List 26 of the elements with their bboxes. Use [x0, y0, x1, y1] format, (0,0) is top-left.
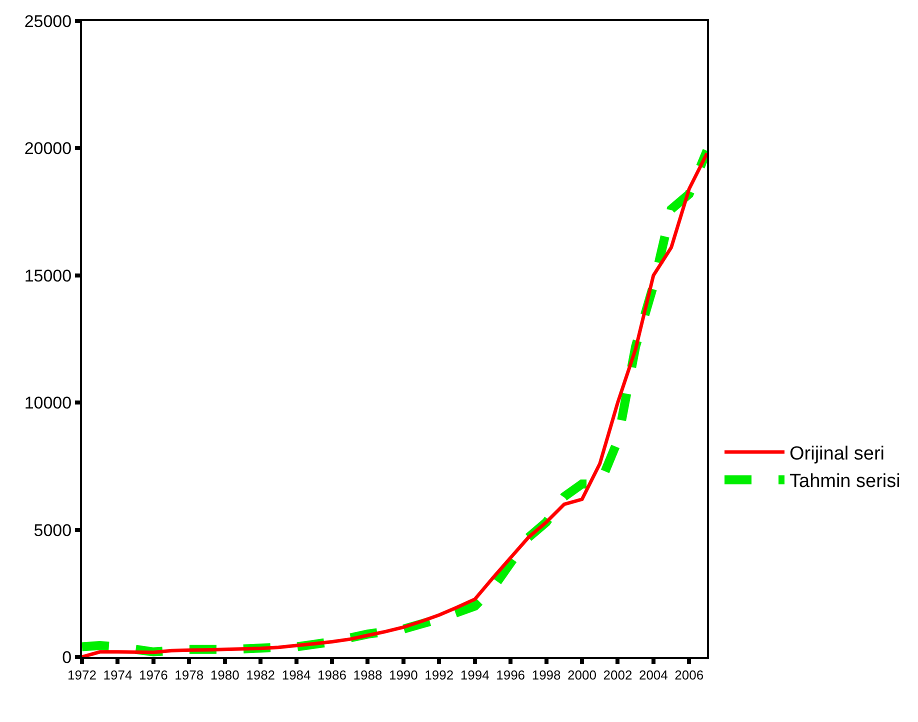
- x-tick-label: 1988: [353, 668, 382, 683]
- y-tick-label: 15000: [24, 266, 72, 286]
- x-tick-label: 1972: [68, 668, 96, 683]
- x-tick-label: 2002: [603, 668, 632, 683]
- x-tick-label: 1974: [103, 668, 132, 683]
- x-tick-label: 1996: [496, 668, 526, 683]
- legend-label: Tahmin serisi: [790, 471, 900, 492]
- x-tick-label: 1980: [210, 668, 240, 683]
- x-tick-label: 1994: [460, 668, 490, 683]
- x-tick-label: 1984: [282, 668, 311, 683]
- y-tick-label: 20000: [24, 139, 72, 158]
- x-tick-label: 2004: [638, 668, 668, 683]
- x-tick-label: 1978: [174, 668, 204, 683]
- y-tick-label: 10000: [24, 394, 72, 413]
- x-tick-label: 1998: [532, 668, 561, 683]
- x-tick-label: 2006: [674, 668, 704, 683]
- x-tick-label: 2000: [568, 668, 596, 683]
- x-tick-label: 1992: [424, 668, 454, 683]
- x-tick-label: 1990: [388, 668, 418, 683]
- x-tick-label: 1986: [318, 668, 346, 683]
- y-tick-label: 0: [62, 648, 72, 667]
- y-tick-label: 25000: [24, 12, 72, 31]
- x-tick-label: 1976: [138, 668, 168, 683]
- legend-label: Orijinal seri: [790, 443, 885, 464]
- y-tick-label: 5000: [34, 520, 72, 540]
- x-tick-label: 1982: [246, 668, 276, 683]
